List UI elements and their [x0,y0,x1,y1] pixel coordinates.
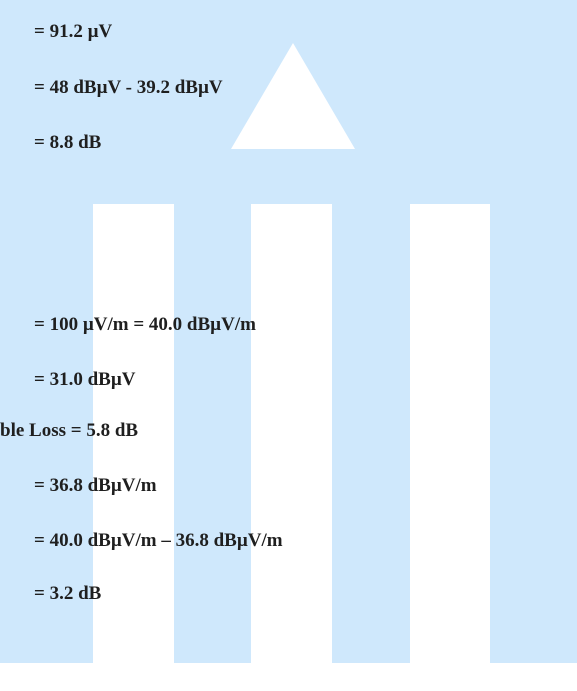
equation-line-8: = 40.0 dBµV/m – 36.8 dBµV/m [34,530,283,551]
watermark-bar-3 [410,204,490,663]
equation-line-2: = 48 dBµV - 39.2 dBµV [34,77,223,98]
equation-line-6: ble Loss = 5.8 dB [0,420,139,441]
equation-line-1: = 91.2 µV [34,21,113,42]
equation-line-9: = 3.2 dB [34,583,102,604]
watermark-bar-1 [93,204,174,663]
equation-line-3: = 8.8 dB [34,132,102,153]
equation-line-4: = 100 µV/m = 40.0 dBµV/m [34,314,256,335]
equation-line-5: = 31.0 dBµV [34,369,136,390]
watermark-background [0,0,577,663]
watermark-triangle [231,43,355,149]
watermark-bar-2 [251,204,332,663]
equation-line-7: = 36.8 dBµV/m [34,475,157,496]
